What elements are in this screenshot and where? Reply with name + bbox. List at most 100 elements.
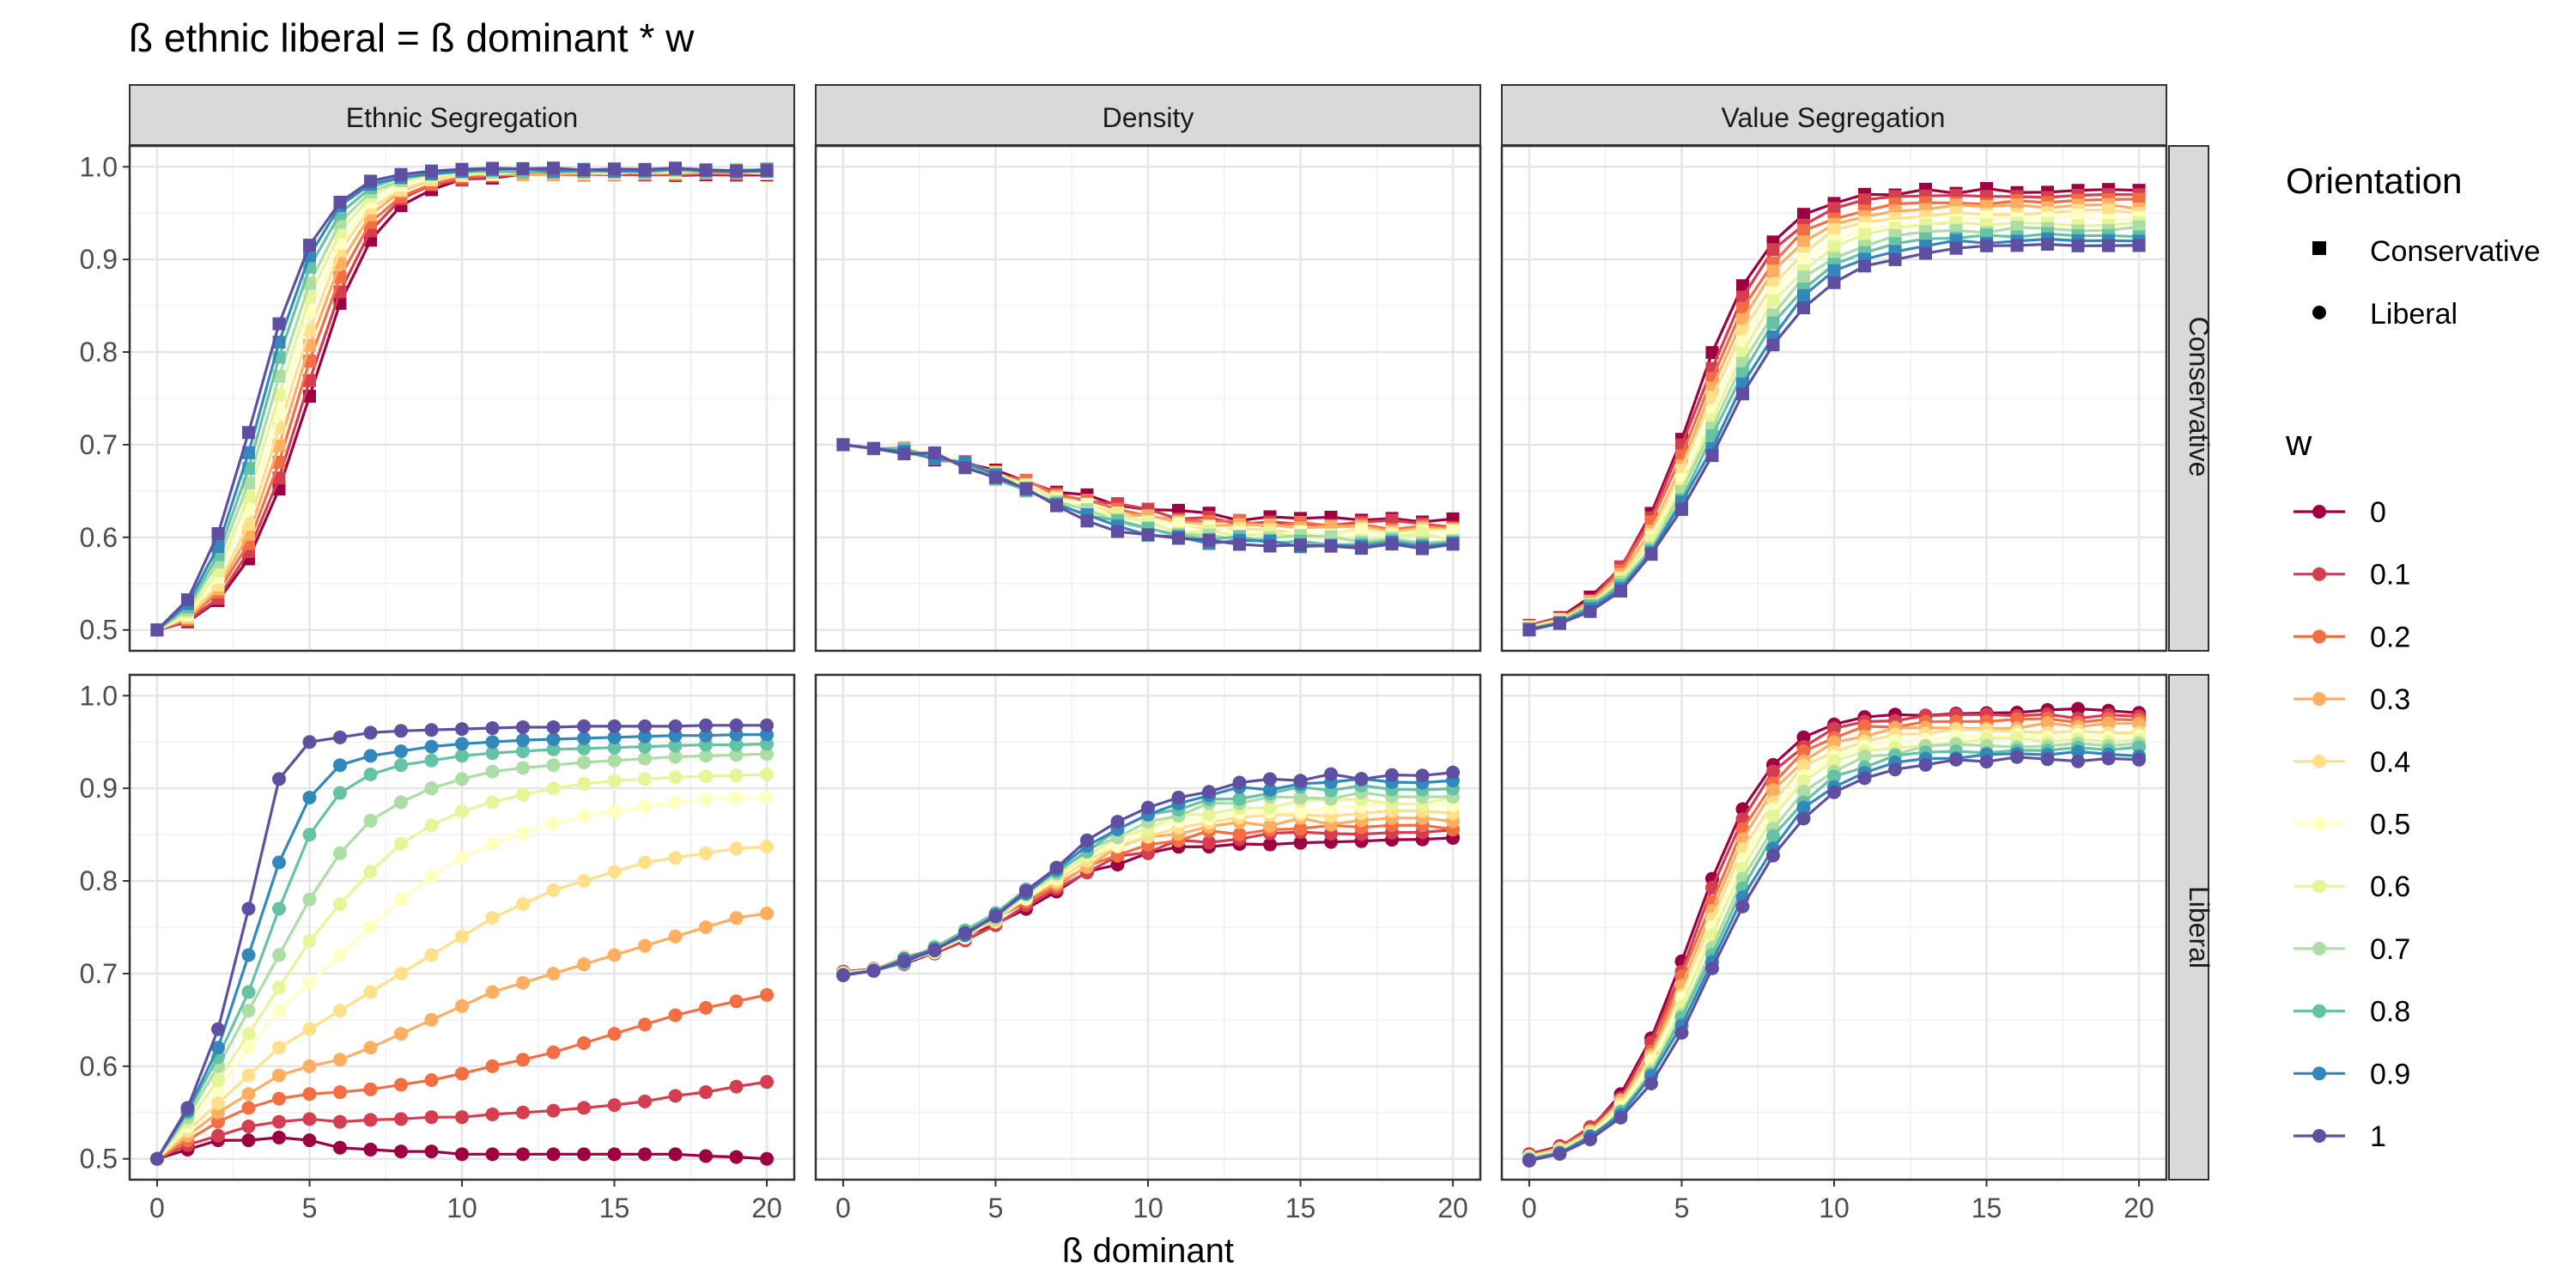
- x-tick-label: 20: [751, 1193, 782, 1223]
- data-point: [669, 161, 683, 175]
- data-point: [2071, 744, 2086, 759]
- data-point: [455, 162, 469, 176]
- legend-w-label: 0.4: [2370, 746, 2410, 779]
- data-point: [332, 846, 347, 860]
- series-w-1: [836, 438, 1460, 555]
- data-point: [393, 1027, 408, 1041]
- data-point: [577, 755, 592, 769]
- data-point: [1735, 301, 1749, 315]
- data-point: [1827, 264, 1841, 277]
- legend-orientation-title: Orientation: [2286, 161, 2462, 201]
- data-point: [363, 1082, 378, 1096]
- panel-value-segregation-conservative: [1502, 146, 2166, 651]
- data-point: [241, 1087, 256, 1102]
- data-point: [363, 813, 378, 828]
- data-point: [1202, 835, 1217, 850]
- facet-strip-col-2: [815, 84, 1481, 146]
- data-point: [668, 770, 683, 785]
- data-point: [302, 1133, 317, 1148]
- data-point: [1705, 346, 1719, 360]
- x-tick-label: 20: [1437, 1193, 1468, 1223]
- data-point: [1294, 538, 1308, 552]
- data-point: [363, 767, 378, 781]
- data-point: [332, 786, 347, 800]
- data-point: [393, 966, 408, 980]
- data-point: [835, 968, 850, 983]
- data-point: [1796, 730, 1811, 744]
- data-point: [485, 985, 500, 999]
- data-point: [393, 836, 408, 851]
- data-point: [668, 1008, 683, 1023]
- data-point: [393, 795, 408, 810]
- data-point: [485, 795, 500, 810]
- data-point: [1858, 193, 1872, 207]
- data-point: [241, 985, 256, 999]
- panel-border: [128, 144, 796, 653]
- data-point: [1796, 270, 1810, 284]
- data-point: [241, 1027, 256, 1041]
- data-point: [302, 239, 316, 252]
- legend-key-dot: [2312, 1004, 2326, 1018]
- data-point: [699, 749, 714, 763]
- panel-border: [814, 673, 1482, 1181]
- data-point: [1796, 301, 1810, 315]
- data-point: [455, 737, 469, 751]
- x-axis-title: ß dominant: [1062, 1232, 1234, 1270]
- legend-key-dot: [2312, 1066, 2326, 1081]
- data-point: [1765, 809, 1780, 823]
- data-point: [1171, 790, 1186, 804]
- data-point: [699, 1000, 714, 1015]
- data-point: [668, 750, 683, 764]
- data-point: [668, 929, 683, 944]
- data-point: [241, 446, 255, 459]
- data-point: [1705, 449, 1719, 463]
- data-point: [271, 1130, 286, 1144]
- data-point: [729, 1150, 744, 1164]
- data-point: [607, 740, 622, 755]
- data-point: [1796, 800, 1811, 815]
- data-point: [2010, 221, 2024, 234]
- data-point: [486, 161, 500, 175]
- data-point: [2010, 239, 2024, 252]
- data-point: [271, 980, 286, 995]
- data-point: [210, 1128, 225, 1143]
- data-point: [866, 441, 880, 455]
- legend-w-label: 0.6: [2370, 871, 2410, 903]
- data-point: [302, 828, 317, 842]
- legend-w-label: 0.7: [2370, 933, 2410, 966]
- data-point: [1354, 772, 1369, 786]
- data-point: [577, 719, 592, 733]
- legend-w-item: 0.2: [2293, 621, 2410, 653]
- legend-w-label: 0.1: [2370, 559, 2410, 592]
- data-point: [1827, 240, 1841, 253]
- data-point: [699, 718, 714, 732]
- data-point: [638, 719, 653, 733]
- data-point: [668, 719, 683, 733]
- data-point: [363, 1142, 378, 1156]
- data-point: [424, 1144, 439, 1159]
- data-point: [516, 733, 531, 748]
- data-point: [1888, 762, 1903, 777]
- series-w-0.4: [149, 840, 775, 1166]
- data-point: [699, 792, 714, 807]
- panel-density-conservative: [816, 146, 1480, 651]
- data-point: [730, 164, 744, 178]
- legend-key-dot: [2312, 629, 2326, 644]
- data-point: [2040, 752, 2055, 767]
- data-point: [150, 623, 164, 637]
- data-point: [1522, 1153, 1536, 1168]
- data-point: [958, 461, 972, 475]
- data-point: [546, 1045, 561, 1059]
- data-point: [638, 1147, 653, 1162]
- data-point: [607, 865, 622, 879]
- data-point: [1827, 223, 1841, 237]
- data-point: [1018, 883, 1033, 898]
- data-point: [1324, 539, 1338, 553]
- series-w-0.5: [149, 790, 775, 1166]
- x-tick-label: 10: [1133, 1193, 1163, 1223]
- data-point: [241, 1041, 256, 1055]
- data-point: [424, 1012, 439, 1027]
- panel-ethnic-segregation-liberal: [130, 675, 794, 1180]
- data-point: [1796, 774, 1811, 788]
- data-point: [729, 718, 744, 732]
